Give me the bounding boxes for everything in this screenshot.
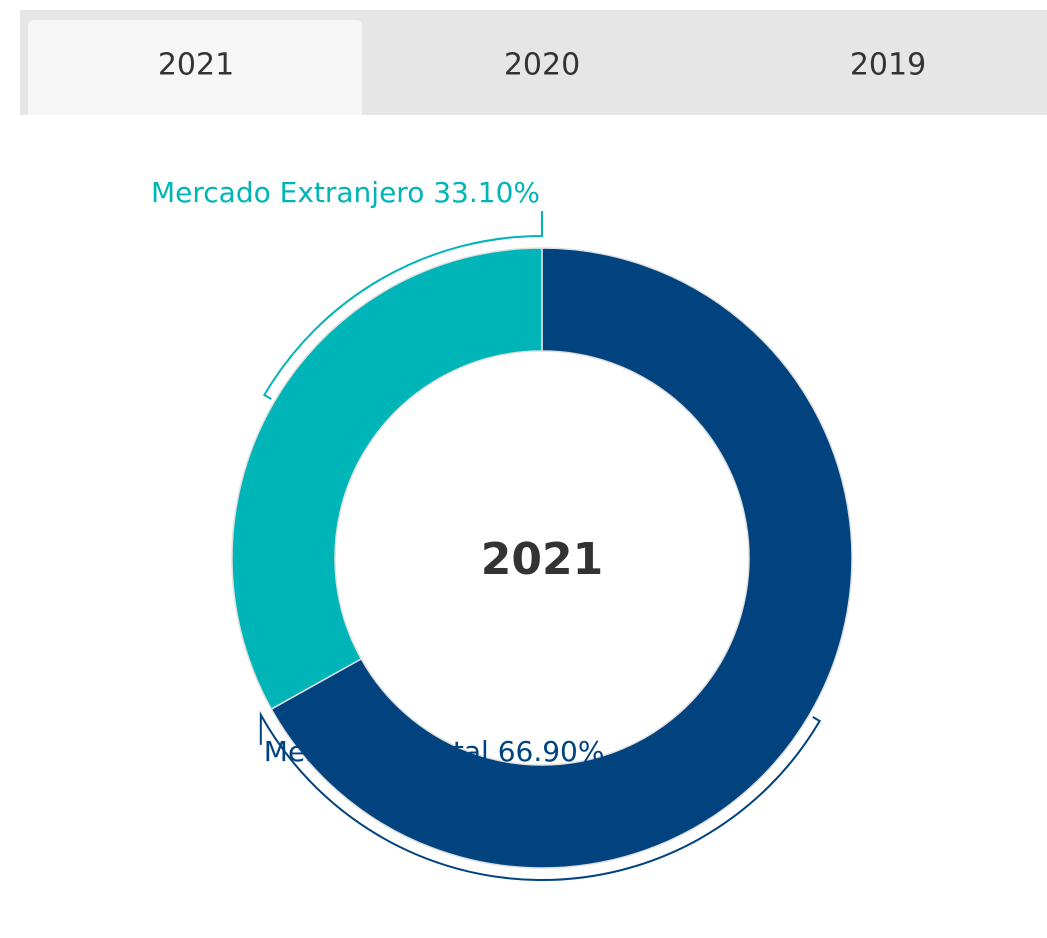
tab-label[interactable]: 2020 [504, 48, 580, 83]
active-tab[interactable] [28, 20, 362, 115]
label-bracket [262, 211, 543, 400]
slice-category: Mercado Extranjero [151, 176, 424, 209]
label-bracket [259, 711, 822, 881]
tab-label[interactable]: 2021 [158, 48, 234, 83]
center-label: 2021 [481, 534, 603, 585]
tab-label[interactable]: 2019 [850, 48, 926, 83]
slice-value-label: 66.90% [498, 735, 605, 768]
donut-slice [231, 247, 543, 711]
slice-category: Mercado Estatal [264, 735, 489, 768]
slice-label: Mercado Estatal 66.90% [264, 735, 605, 768]
slice-value-label: 33.10% [433, 176, 540, 209]
donut-slice [270, 247, 853, 869]
slice-label: Mercado Extranjero 33.10% [151, 176, 540, 209]
